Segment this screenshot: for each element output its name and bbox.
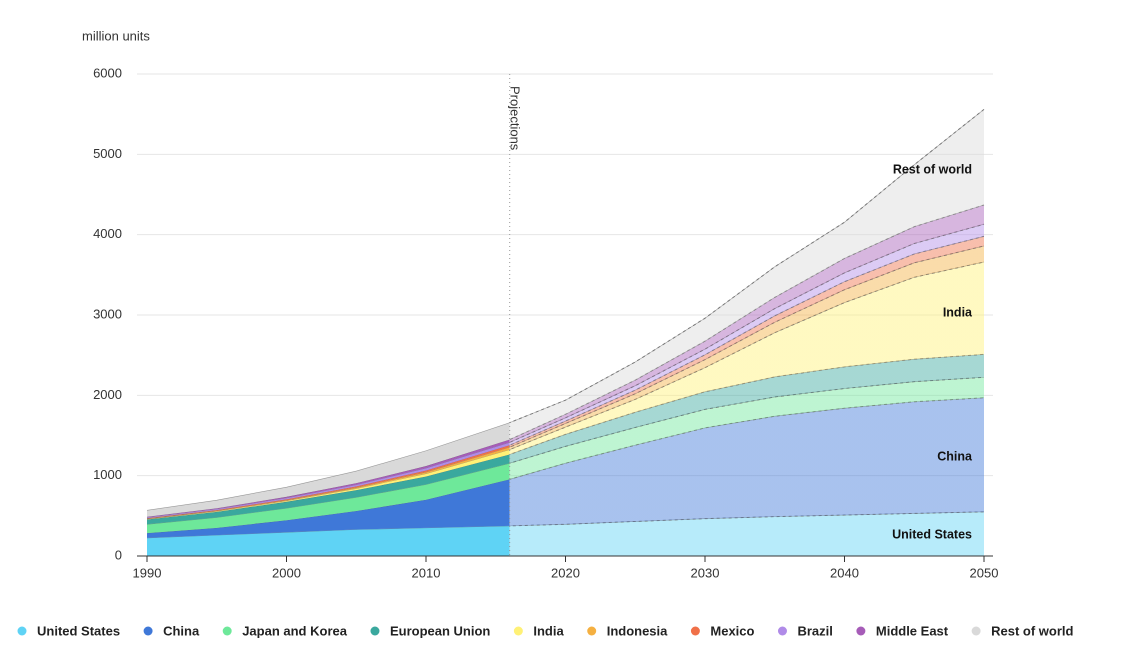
legend-swatch: [777, 626, 787, 636]
y-tick-label: 5000: [93, 146, 122, 161]
area: [147, 245, 984, 520]
y-tick-label: 3000: [93, 306, 122, 321]
series-label: United States: [892, 527, 972, 541]
legend-label: Brazil: [797, 623, 832, 638]
x-tick-label: 2040: [830, 565, 859, 580]
y-tick-label: 0: [115, 547, 122, 562]
y-tick-label: 4000: [93, 226, 122, 241]
legend-swatch: [971, 626, 981, 636]
legend-label: Middle East: [876, 623, 949, 638]
legend-label: India: [533, 623, 564, 638]
legend-label: European Union: [390, 623, 490, 638]
series-label: Rest of world: [893, 163, 972, 177]
y-axis-label: million units: [82, 28, 150, 43]
area: [147, 224, 984, 519]
x-tick-label: 2010: [412, 565, 441, 580]
y-tick-label: 2000: [93, 387, 122, 402]
area: [147, 397, 984, 538]
series-label: China: [937, 449, 973, 463]
projection-label: Projections: [507, 86, 522, 151]
legend-label: Mexico: [710, 623, 754, 638]
legend-label: Japan and Korea: [242, 623, 348, 638]
legend-swatch: [690, 626, 700, 636]
x-tick-label: 2030: [691, 565, 720, 580]
legend-swatch: [856, 626, 866, 636]
area: [147, 261, 984, 520]
x-tick-label: 2000: [272, 565, 301, 580]
legend-swatch: [370, 626, 380, 636]
legend-swatch: [587, 626, 597, 636]
x-tick-label: 1990: [133, 565, 162, 580]
legend-label: United States: [37, 623, 120, 638]
legend-swatch: [143, 626, 153, 636]
area: [147, 236, 984, 519]
area: [147, 511, 984, 556]
legend-swatch: [222, 626, 232, 636]
y-tick-label: 1000: [93, 467, 122, 482]
legend-label: China: [163, 623, 200, 638]
area: [147, 354, 984, 525]
legend-swatch: [17, 626, 27, 636]
legend-label: Rest of world: [991, 623, 1073, 638]
y-tick-label: 6000: [93, 65, 122, 80]
x-tick-label: 2050: [970, 565, 999, 580]
series-label: India: [943, 306, 973, 320]
legend-swatch: [513, 626, 523, 636]
legend-label: Indonesia: [607, 623, 668, 638]
area: [147, 377, 984, 534]
x-tick-label: 2020: [551, 565, 580, 580]
area: [147, 204, 984, 518]
